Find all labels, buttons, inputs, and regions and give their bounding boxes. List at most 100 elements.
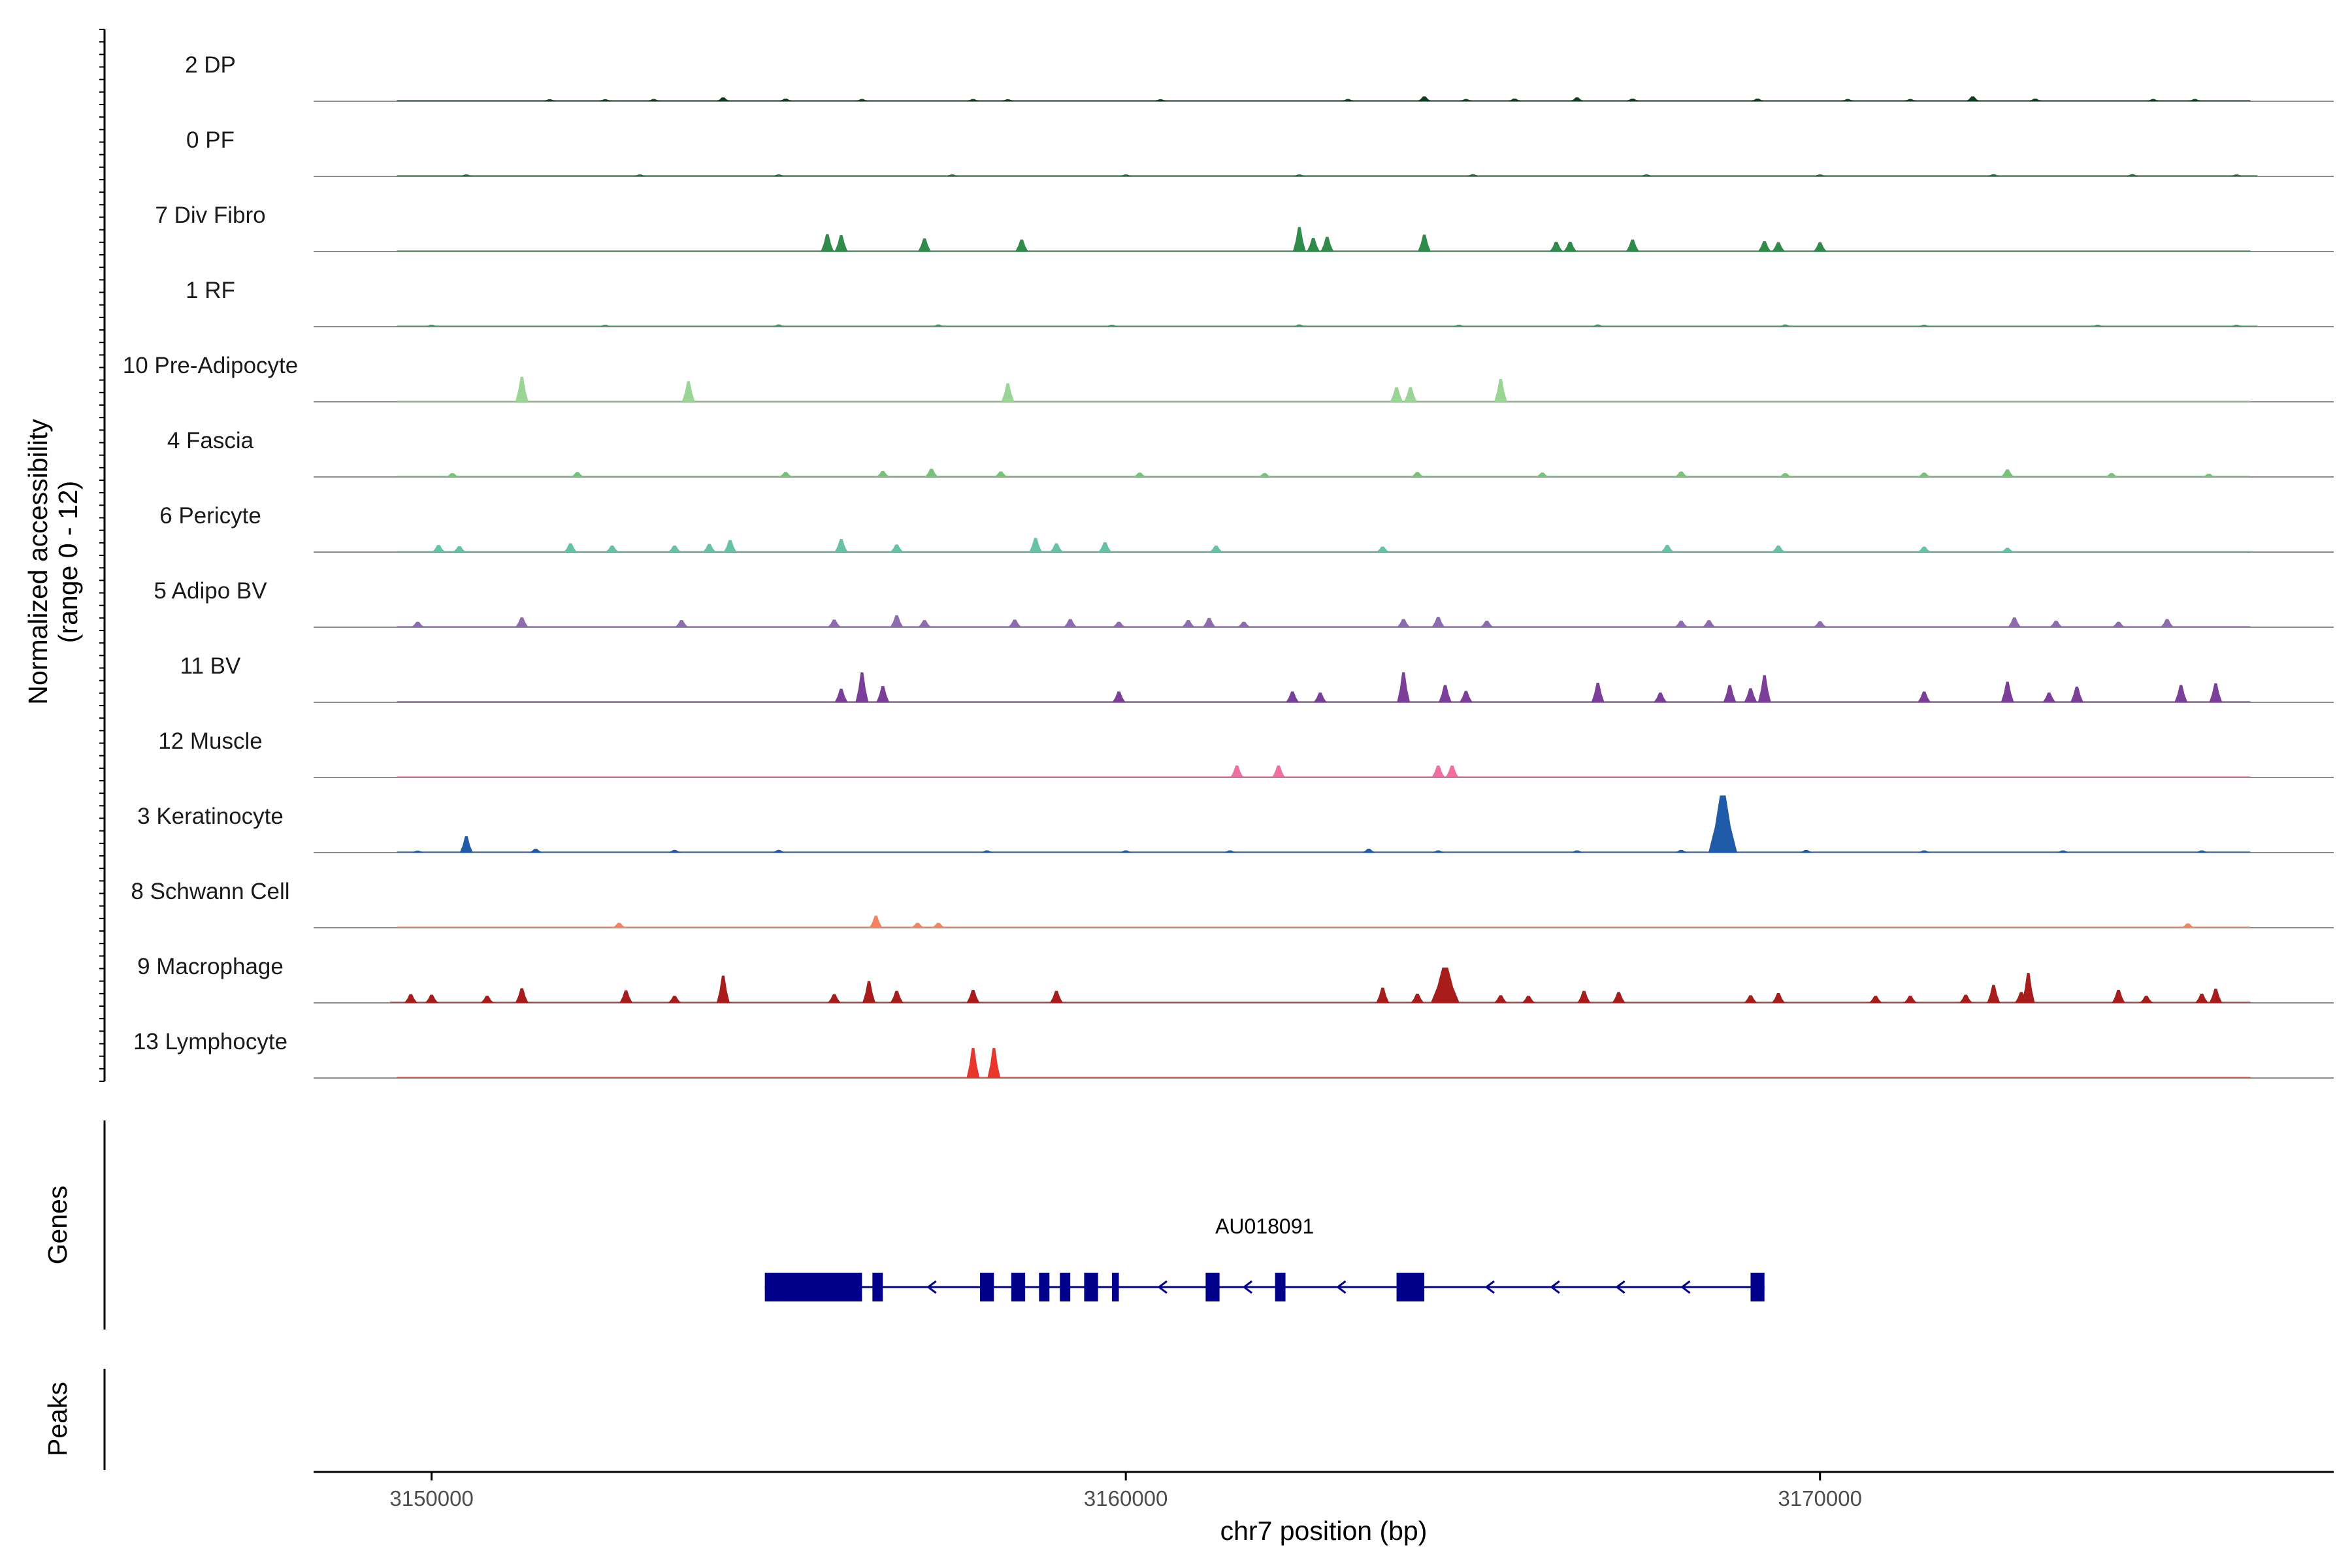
coverage-peak <box>1438 685 1452 702</box>
y-axis-ruler <box>99 29 106 1082</box>
coverage-peak <box>1757 675 1771 702</box>
track-2-dp: 2 DP <box>185 52 2334 102</box>
coverage-peak <box>619 990 633 1003</box>
coverage-peak <box>1452 325 1466 327</box>
coverage-peak <box>1431 765 1445 777</box>
x-tick-label: 3170000 <box>1778 1486 1861 1511</box>
coverage-peak <box>1771 993 1785 1003</box>
peaks-track-panel: Peaks <box>42 1369 106 1470</box>
track-label-10-pre-adipocyte: 10 Pre-Adipocyte <box>123 353 298 378</box>
coverage-peak <box>1418 96 1431 101</box>
strand-arrow <box>1550 1280 1560 1294</box>
coverage-peak <box>1411 472 1424 477</box>
x-axis: 3150000 3160000 3170000 chr7 position (bp) <box>314 1471 2334 1546</box>
coverage-peak <box>918 238 932 252</box>
coverage-peak <box>779 472 792 477</box>
coverage-peak <box>2042 693 2056 702</box>
coverage-peak <box>2174 685 2188 702</box>
gene-exon <box>1111 1273 1119 1301</box>
gene-exon <box>980 1273 994 1301</box>
coverage-peak <box>869 915 883 928</box>
coverage-peak <box>1813 174 1827 176</box>
coverage-peak <box>2195 850 2209 853</box>
coverage-peak <box>1918 546 1931 552</box>
coverage-peak <box>2001 469 2014 477</box>
coverage-peak <box>855 99 869 101</box>
coverage-peak <box>2049 621 2063 627</box>
coverage-peak <box>1744 995 1757 1003</box>
coverage-peak <box>1959 994 1972 1003</box>
coverage-peak <box>2091 325 2104 327</box>
coverage-peak <box>1029 538 1043 552</box>
coverage-peak <box>1112 621 1126 627</box>
coverage-peak <box>1098 542 1112 552</box>
coverage-peak <box>1001 383 1015 402</box>
coverage-peak <box>779 98 792 101</box>
coverage-peak <box>1771 546 1785 552</box>
coverage-peak <box>2230 174 2244 176</box>
coverage-peak <box>1674 621 1688 627</box>
peaks-track-label: Peaks <box>42 1382 73 1456</box>
coverage-peak <box>515 617 529 627</box>
coverage-peak <box>987 1048 1001 1078</box>
coverage-peak <box>668 849 681 853</box>
coverage-peak <box>1431 617 1445 627</box>
coverage-peak <box>1181 620 1195 627</box>
coverage-peak <box>1918 691 1931 702</box>
coverage-peak <box>411 851 425 853</box>
coverage-peak <box>966 99 980 101</box>
track-1-rf: 1 RF <box>186 278 2334 327</box>
track-4-fascia: 4 Fascia <box>167 428 2334 478</box>
coverage-peak <box>1307 238 1320 252</box>
coverage-peak <box>2104 473 2118 477</box>
coverage-peak <box>1049 543 1063 552</box>
coverage-peak <box>529 849 543 853</box>
gene-track-panel: Genes AU018091 <box>42 1120 1765 1330</box>
coverage-peak <box>2112 621 2125 627</box>
coverage-peak <box>668 996 681 1003</box>
coverage-peak <box>1660 545 1674 552</box>
gene-model <box>764 1273 1765 1301</box>
gene-exon <box>1060 1273 1071 1301</box>
coverage-peak <box>1286 691 1299 702</box>
coverage-peak <box>772 849 785 853</box>
coverage-peak <box>1430 967 1460 1003</box>
coverage-peak <box>772 174 785 176</box>
coverage-peak <box>1459 99 1473 101</box>
strand-arrow <box>926 1280 937 1294</box>
coverage-peak <box>1903 996 1917 1003</box>
coverage-peak <box>876 686 890 702</box>
coverage-peak <box>1723 685 1737 702</box>
x-tick-label: 3150000 <box>389 1486 473 1511</box>
track-label-2-dp: 2 DP <box>185 52 236 78</box>
coverage-peak <box>1570 97 1584 101</box>
coverage-peak <box>1258 473 1271 477</box>
coverage-peak <box>1271 765 1285 777</box>
coverage-peak <box>1133 472 1147 477</box>
coverage-peak <box>1209 546 1223 552</box>
coverage-peak <box>1049 990 1063 1003</box>
coverage-peak <box>598 325 612 327</box>
coverage-peak <box>1362 849 1376 853</box>
coverage-peak <box>1918 850 1931 853</box>
coverage-peak <box>1799 849 1813 853</box>
coverage-peak <box>862 981 876 1003</box>
coverage-peak <box>543 99 557 101</box>
coverage-peak <box>1751 98 1765 101</box>
coverage-peak <box>1591 683 1605 702</box>
track-label-3-keratinocyte: 3 Keratinocyte <box>137 804 284 829</box>
coverage-peak <box>411 621 425 627</box>
coverage-peak <box>425 325 438 327</box>
coverage-peak <box>1813 242 1827 252</box>
coverage-peak <box>1411 993 1424 1003</box>
coverage-peak <box>1397 619 1411 627</box>
track-label-13-lymphocyte: 13 Lymphocyte <box>133 1029 287 1054</box>
coverage-peak <box>1431 850 1445 853</box>
strand-arrow <box>1615 1280 1625 1294</box>
gene-name-label: AU018091 <box>1215 1215 1314 1238</box>
y-axis-title-line-1: Normalized accessibility <box>23 419 53 705</box>
coverage-peak <box>2001 681 2014 702</box>
coverage-peak <box>564 543 578 552</box>
coverage-peak <box>1397 672 1411 702</box>
coverage-peak <box>2125 174 2139 176</box>
